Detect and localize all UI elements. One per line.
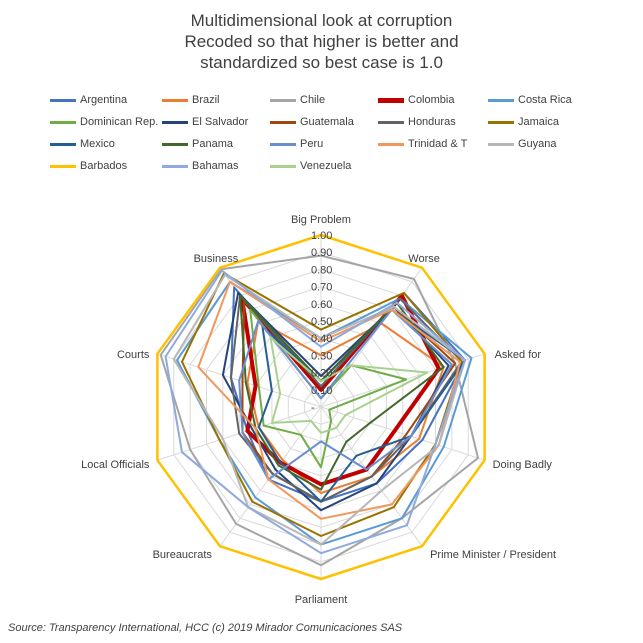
- tick-label: 0.40: [311, 333, 332, 345]
- legend-swatch: [50, 120, 76, 124]
- series-line: [172, 273, 466, 546]
- legend-swatch: [50, 98, 76, 102]
- legend-item: Guyana: [488, 136, 557, 152]
- series-line: [164, 269, 466, 555]
- legend-swatch: [270, 120, 296, 124]
- tick-label: 0.60: [311, 299, 332, 311]
- legend-item: Guatemala: [270, 114, 354, 130]
- legend-label: Colombia: [408, 94, 455, 106]
- axis-label: Worse: [408, 253, 440, 265]
- axis-label: Business: [194, 253, 239, 265]
- legend-swatch: [162, 98, 188, 102]
- tick-label: 0.80: [311, 264, 332, 276]
- tick-label: 1.00: [311, 230, 332, 242]
- legend-label: Chile: [300, 94, 326, 106]
- legend-item: Panama: [162, 136, 233, 152]
- legend-label: Venezuela: [300, 160, 352, 172]
- legend-swatch: [270, 142, 296, 146]
- chart-title-line: Recoded so that higher is better and: [184, 32, 459, 51]
- spoke: [219, 406, 322, 547]
- series-line: [257, 308, 466, 503]
- tick-label: 0.70: [311, 282, 332, 294]
- legend-swatch: [162, 142, 188, 146]
- spoke: [320, 406, 485, 461]
- axis-label: Bureaucrats: [153, 549, 213, 561]
- spoke: [320, 267, 423, 408]
- tick-label: 0.20: [311, 368, 332, 380]
- legend-swatch: [162, 164, 188, 168]
- tick-label: 0.30: [311, 350, 332, 362]
- legend-swatch: [50, 142, 76, 146]
- axis-label: Courts: [117, 349, 150, 361]
- series-line: [249, 308, 408, 469]
- legend-swatch: [378, 142, 404, 146]
- legend-label: Brazil: [192, 94, 220, 106]
- legend-swatch: [488, 142, 514, 146]
- legend: Argentina Brazil Chile Colombia Costa Rica Do…: [0, 90, 643, 176]
- legend-item: Costa Rica: [488, 92, 572, 108]
- series-line: [181, 272, 463, 537]
- tick-label: -: [311, 402, 315, 414]
- legend-swatch: [50, 164, 76, 168]
- legend-swatch: [378, 97, 404, 103]
- legend-item: Chile: [270, 92, 325, 108]
- axis-label: Big Problem: [291, 214, 351, 226]
- tick-label: 0.50: [311, 316, 332, 328]
- legend-label: Jamaica: [518, 116, 559, 128]
- axis-label: Asked for: [495, 349, 542, 361]
- series-line: [239, 294, 445, 491]
- legend-label: Mexico: [80, 138, 115, 150]
- axis-label: Parliament: [295, 594, 348, 606]
- legend-swatch: [488, 120, 514, 124]
- legend-item: Trinidad & T: [378, 136, 467, 152]
- legend-label: Trinidad & T: [408, 138, 468, 150]
- chart-title-line: standardized so best case is 1.0: [200, 53, 443, 72]
- legend-swatch: [270, 164, 296, 168]
- legend-label: Guyana: [518, 138, 557, 150]
- legend-swatch: [378, 120, 404, 124]
- legend-label: Argentina: [80, 94, 128, 106]
- legend-label: Costa Rica: [518, 94, 572, 106]
- legend-item: Mexico: [50, 136, 115, 152]
- legend-swatch: [488, 98, 514, 102]
- legend-item: Peru: [270, 136, 323, 152]
- series-line: [197, 280, 461, 520]
- legend-item: Bahamas: [162, 158, 238, 174]
- legend-item: Brazil: [162, 92, 220, 108]
- legend-label: Guatemala: [300, 116, 354, 128]
- legend-label: El Salvador: [192, 116, 249, 128]
- chart-title: Multidimensional look at corruption Recod…: [0, 10, 643, 73]
- legend-item: Jamaica: [488, 114, 559, 130]
- legend-item: Colombia: [378, 92, 454, 108]
- tick-label: 0.90: [311, 247, 332, 259]
- series-line: [238, 308, 453, 481]
- legend-item: Dominican Rep.: [50, 114, 158, 130]
- chart-title-line: Multidimensional look at corruption: [190, 11, 453, 30]
- legend-label: Dominican Rep.: [80, 116, 159, 128]
- axis-label: Prime Minister / President: [430, 549, 556, 561]
- legend-label: Peru: [300, 138, 324, 150]
- series-line: [156, 233, 486, 581]
- axis-label: Local Officials: [81, 459, 150, 471]
- legend-swatch: [162, 120, 188, 124]
- tick-label: 0.10: [311, 385, 332, 397]
- legend-label: Honduras: [408, 116, 456, 128]
- legend-item: Venezuela: [270, 158, 351, 174]
- legend-item: El Salvador: [162, 114, 248, 130]
- legend-label: Barbados: [80, 160, 128, 172]
- source-note: Source: Transparency International, HCC …: [8, 622, 403, 634]
- series-line: [159, 254, 479, 567]
- legend-label: Panama: [192, 138, 233, 150]
- series-line: [269, 336, 429, 434]
- legend-label: Bahamas: [192, 160, 239, 172]
- legend-item: Honduras: [378, 114, 456, 130]
- legend-item: Argentina: [50, 92, 127, 108]
- legend-item: Barbados: [50, 158, 127, 174]
- axis-label: Doing Badly: [493, 459, 553, 471]
- legend-swatch: [270, 98, 296, 102]
